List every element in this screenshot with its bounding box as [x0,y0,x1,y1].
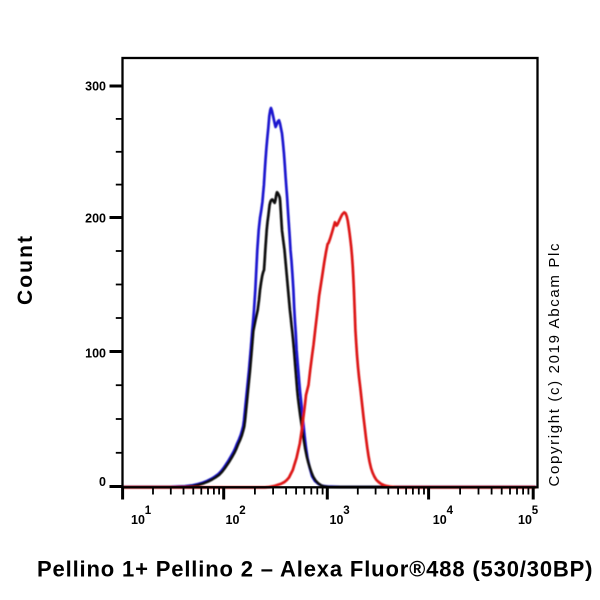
svg-text:300: 300 [85,80,106,94]
svg-text:10: 10 [518,513,532,527]
svg-text:2: 2 [239,505,245,517]
svg-text:200: 200 [85,212,106,226]
svg-text:Count: Count [14,236,37,305]
svg-text:10: 10 [330,513,344,527]
svg-text:1: 1 [145,505,152,517]
svg-text:4: 4 [447,505,454,517]
svg-text:10: 10 [131,513,145,527]
svg-text:5: 5 [532,505,539,517]
svg-text:Pellino 1+ Pellino 2 – Alexa F: Pellino 1+ Pellino 2 – Alexa Fluor®488 (… [37,557,593,582]
svg-text:100: 100 [85,347,106,361]
svg-text:10: 10 [433,513,447,527]
svg-text:3: 3 [343,505,349,517]
svg-text:0: 0 [99,475,106,489]
svg-text:10: 10 [226,513,240,527]
